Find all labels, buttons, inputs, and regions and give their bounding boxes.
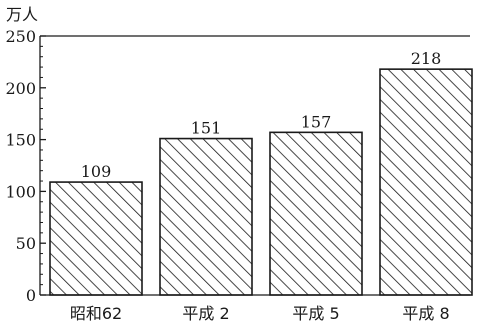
bars (49, 68, 473, 296)
bar-value-label: 109 (81, 162, 112, 181)
bar (379, 68, 473, 296)
y-tick-label: 0 (26, 286, 36, 305)
y-tick-label: 100 (5, 182, 36, 201)
x-category-label: 平成 8 (402, 304, 449, 323)
y-unit-label: 万人 (6, 5, 38, 24)
x-category-label: 昭和62 (70, 304, 122, 323)
y-tick-label: 150 (5, 131, 36, 150)
y-tick-label: 200 (5, 79, 36, 98)
x-category-label: 平成 2 (182, 304, 229, 323)
bar-value-label: 157 (301, 112, 332, 131)
x-category-label: 平成 5 (292, 304, 339, 323)
value-labels: 109 151 157 218 (81, 49, 442, 181)
y-tick-label: 50 (16, 234, 36, 253)
bar-value-label: 151 (191, 119, 222, 138)
y-tick-label: 250 (5, 27, 36, 46)
bar (159, 137, 253, 296)
x-axis-labels: 昭和62 平成 2 平成 5 平成 8 (70, 304, 450, 323)
bar (49, 181, 143, 296)
bar (269, 131, 363, 296)
bar-value-label: 218 (411, 49, 442, 68)
